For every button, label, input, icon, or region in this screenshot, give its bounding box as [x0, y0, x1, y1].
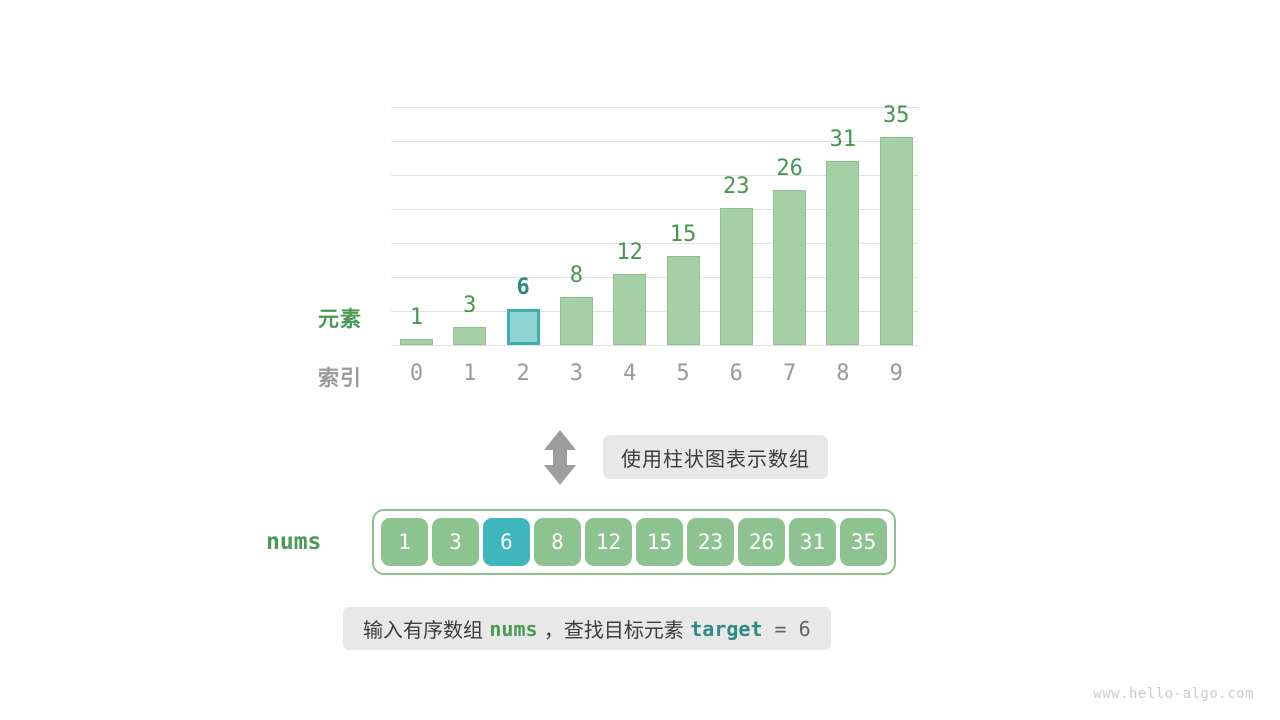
bar-value-label: 8	[569, 263, 584, 289]
chart-plot-area	[391, 107, 918, 346]
index-tick-label: 8	[836, 361, 850, 386]
problem-statement-caption: 输入有序数组 nums ，查找目标元素 target = 6	[343, 607, 831, 650]
index-tick-label: 6	[729, 361, 743, 386]
bar-value-label: 6	[516, 275, 530, 301]
gridline	[391, 175, 918, 176]
bar-value-label: 23	[723, 174, 750, 200]
elements-axis-label: 元素	[318, 307, 362, 331]
caption-code-nums: nums	[489, 616, 538, 641]
caption-part-3: = 6	[762, 616, 811, 641]
array-cell: 26	[738, 518, 785, 566]
site-watermark: www.hello-algo.com	[1093, 686, 1254, 702]
bar-value-label: 35	[882, 102, 910, 128]
double-arrow-vertical-icon	[543, 430, 577, 485]
nums-array: 1 3 6 8 12 15 23 26 31 35	[372, 509, 896, 575]
array-cell: 12	[585, 518, 632, 566]
bar	[719, 208, 753, 345]
index-tick-label: 4	[623, 361, 637, 386]
bar-value-label: 15	[669, 221, 697, 247]
gridline	[391, 243, 918, 244]
bar	[826, 160, 860, 345]
array-cell: 1	[381, 518, 428, 566]
index-tick-label: 7	[782, 361, 797, 386]
gridline	[391, 141, 918, 142]
index-tick-label: 1	[463, 361, 477, 386]
bar-value-label: 3	[463, 293, 477, 319]
gridline	[391, 311, 918, 312]
array-cell: 8	[534, 518, 581, 566]
bar-value-label: 1	[409, 305, 424, 331]
array-cell: 15	[636, 518, 683, 566]
chart-representation-label: 使用柱状图表示数组	[603, 435, 828, 479]
array-cell-highlighted: 6	[483, 518, 530, 566]
index-tick-label: 2	[516, 361, 530, 386]
gridline	[391, 209, 918, 210]
caption-part-1: 输入有序数组	[363, 618, 490, 642]
index-tick-label: 9	[889, 361, 903, 386]
bar-value-label: 26	[776, 156, 803, 182]
bar	[773, 190, 807, 345]
array-cell: 3	[432, 518, 479, 566]
index-tick-label: 0	[409, 361, 424, 386]
array-cell: 23	[687, 518, 734, 566]
bar-value-label: 12	[616, 239, 643, 265]
gridline	[391, 345, 918, 346]
index-tick-label: 3	[569, 361, 584, 386]
bar	[559, 297, 593, 345]
array-cell: 31	[789, 518, 836, 566]
array-cell: 35	[840, 518, 887, 566]
bar-value-label: 31	[829, 126, 857, 152]
gridline	[391, 277, 918, 278]
bar	[879, 136, 913, 345]
index-axis-row: 索引 0 1 2 3 4 5 6 7 8 9	[0, 361, 1280, 392]
bar	[613, 273, 647, 345]
gridline	[391, 107, 918, 108]
chart-bars	[391, 107, 918, 345]
index-tick-label: 5	[676, 361, 690, 386]
bar	[666, 255, 700, 345]
nums-variable-label: nums	[266, 529, 322, 555]
bar-highlighted	[506, 309, 540, 345]
bar	[400, 339, 433, 345]
caption-part-2: ，查找目标元素	[537, 618, 691, 642]
caption-code-target: target	[690, 616, 763, 641]
index-axis-label: 索引	[318, 366, 362, 390]
bar	[453, 327, 487, 345]
